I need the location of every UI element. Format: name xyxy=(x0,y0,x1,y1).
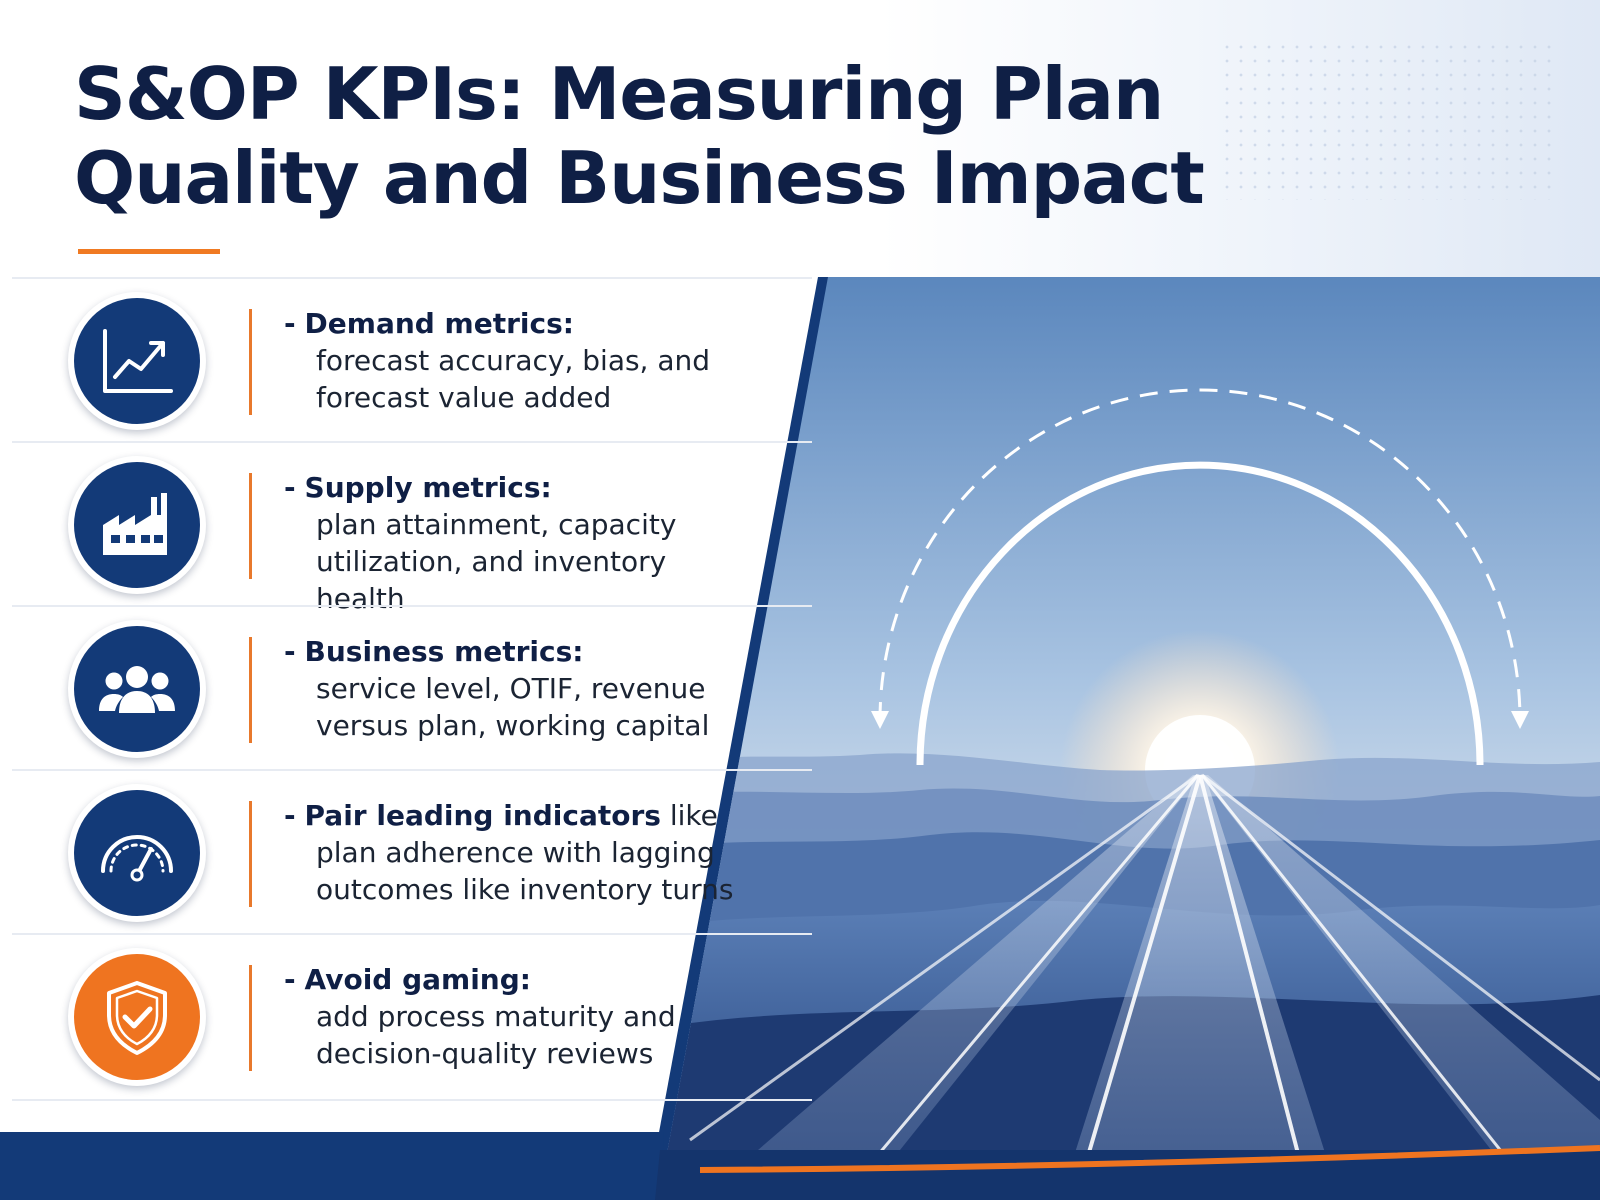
icon-badge xyxy=(68,292,206,430)
item-detail: service level, OTIF, revenue xyxy=(316,672,706,705)
item-detail: outcomes like inventory turns xyxy=(316,873,734,906)
item-text: - Pair leading indicators like plan adhe… xyxy=(284,797,744,908)
divider-bar xyxy=(249,473,252,579)
item-text: - Demand metrics: forecast accuracy, bia… xyxy=(284,305,744,416)
item-detail: add process maturity and xyxy=(316,1000,676,1033)
list-item-demand-metrics: - Demand metrics: forecast accuracy, bia… xyxy=(12,277,812,443)
shield-check-icon xyxy=(107,981,167,1055)
item-heading: Pair leading indicators xyxy=(304,799,661,832)
page-title: S&OP KPIs: Measuring Plan Quality and Bu… xyxy=(74,52,1274,220)
item-detail: plan attainment, capacity xyxy=(316,508,677,541)
icon-badge xyxy=(68,784,206,922)
speedometer-icon xyxy=(101,835,173,882)
title-underline xyxy=(78,249,220,254)
divider-bar xyxy=(249,965,252,1071)
item-text: - Business metrics: service level, OTIF,… xyxy=(284,633,744,744)
divider-bar xyxy=(249,801,252,907)
list-item-business-metrics: - Business metrics: service level, OTIF,… xyxy=(12,605,812,771)
item-detail: utilization, and inventory health xyxy=(316,545,667,615)
title-line-1: S&OP KPIs: Measuring Plan xyxy=(74,52,1164,136)
icon-badge xyxy=(68,456,206,594)
title-line-2: Quality and Business Impact xyxy=(74,136,1205,220)
item-heading: Business metrics: xyxy=(304,635,584,668)
icon-badge xyxy=(68,948,206,1086)
list-item-avoid-gaming: - Avoid gaming: add process maturity and… xyxy=(12,933,812,1101)
kpi-list: - Demand metrics: forecast accuracy, bia… xyxy=(12,277,812,1110)
item-detail: decision-quality reviews xyxy=(316,1037,654,1070)
divider-bar xyxy=(249,637,252,743)
item-text: - Avoid gaming: add process maturity and… xyxy=(284,961,744,1072)
item-detail: plan adherence with lagging xyxy=(316,836,715,869)
item-detail: forecast accuracy, bias, and xyxy=(316,344,711,377)
list-item-leading-indicators: - Pair leading indicators like plan adhe… xyxy=(12,769,812,935)
factory-icon xyxy=(103,493,167,555)
dot-pattern xyxy=(1220,40,1560,200)
icon-badge xyxy=(68,620,206,758)
item-heading: Supply metrics: xyxy=(304,471,552,504)
item-text: - Supply metrics: plan attainment, capac… xyxy=(284,469,744,617)
trend-chart-icon xyxy=(103,329,173,393)
item-detail: versus plan, working capital xyxy=(316,709,710,742)
item-heading: Avoid gaming: xyxy=(304,963,531,996)
divider-bar xyxy=(249,309,252,415)
people-group-icon xyxy=(99,666,175,713)
item-heading: Demand metrics: xyxy=(304,307,574,340)
list-item-supply-metrics: - Supply metrics: plan attainment, capac… xyxy=(12,441,812,615)
item-detail: forecast value added xyxy=(316,381,612,414)
